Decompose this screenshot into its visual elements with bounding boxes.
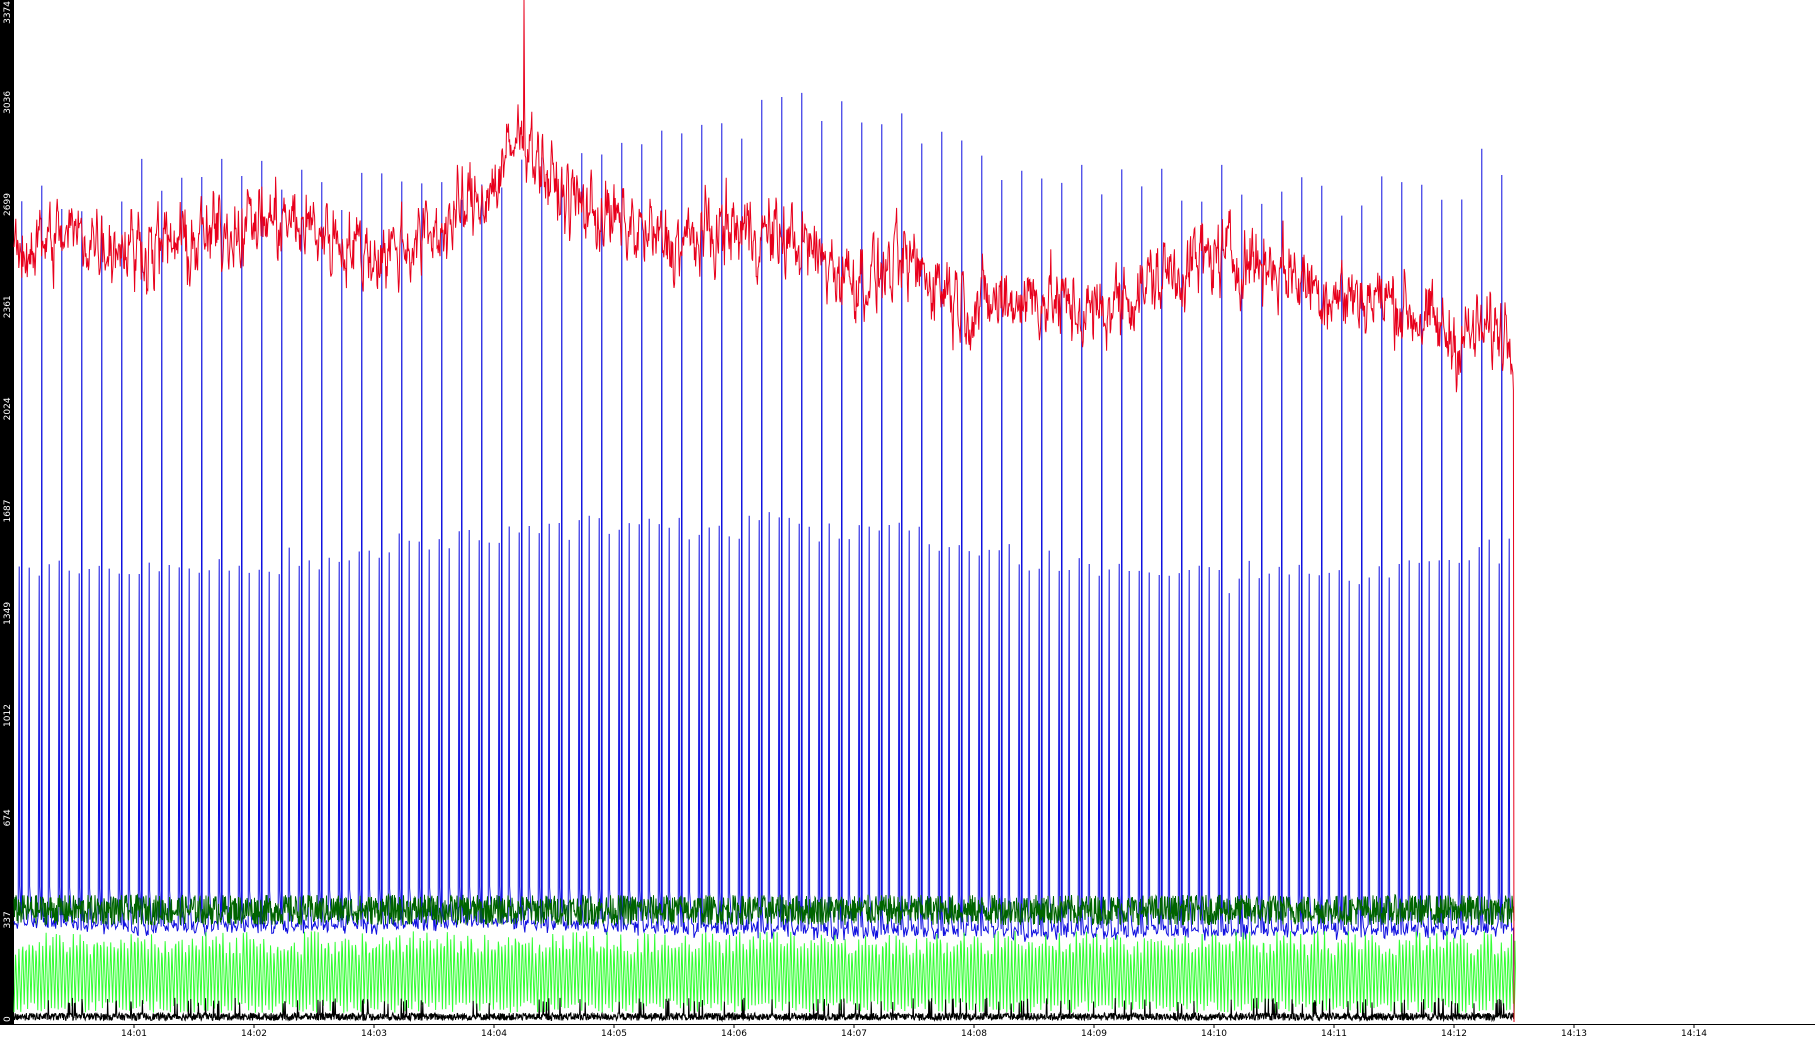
y-tick-label: 2361 [3,295,13,318]
x-tick-label: 14:14 [1681,1029,1707,1039]
x-axis-strip [0,1024,1815,1039]
y-axis-ticks: 0 337 674 1012 1349 1687 2024 2361 2699 3036 3374 [3,1,13,1022]
x-tick-label: 14:05 [601,1029,627,1039]
series-black-line [13,997,1515,1023]
y-tick-label: 1012 [3,704,13,727]
x-tick-label: 14:01 [121,1029,147,1039]
y-tick-label: 3036 [3,91,13,114]
y-tick-label: 2699 [3,193,13,216]
x-tick-label: 14:02 [241,1029,267,1039]
x-tick-label: 14:04 [481,1029,507,1039]
x-tick-label: 14:07 [841,1029,867,1039]
y-tick-label: 2024 [3,397,13,420]
series-blue-line [13,92,1515,1023]
y-tick-label: 1687 [3,500,13,523]
y-tick-label: 0 [3,1016,13,1022]
y-tick-label: 337 [3,911,13,928]
x-tick-label: 14:06 [721,1029,747,1039]
plot-area [14,0,1815,1024]
series-darkgreen-line [13,892,1515,927]
y-tick-label: 3374 [3,1,13,24]
x-tick-label: 14:10 [1201,1029,1227,1039]
series-red-line [13,0,1515,1023]
x-axis-ticks: 14:01 14:02 14:03 14:04 14:05 14:06 14:07 14:08… [121,1024,1707,1039]
x-tick-label: 14:11 [1321,1029,1347,1039]
x-tick-label: 14:12 [1441,1029,1467,1039]
x-tick-label: 14:09 [1081,1029,1107,1039]
y-axis-strip [0,0,14,1024]
y-tick-label: 1349 [3,602,13,625]
series-layer [13,0,1516,1023]
x-tick-label: 14:08 [961,1029,987,1039]
y-tick-label: 674 [3,809,13,826]
series-green-line [13,931,1516,1023]
x-tick-label: 14:03 [361,1029,387,1039]
x-tick-label: 14:13 [1561,1029,1587,1039]
